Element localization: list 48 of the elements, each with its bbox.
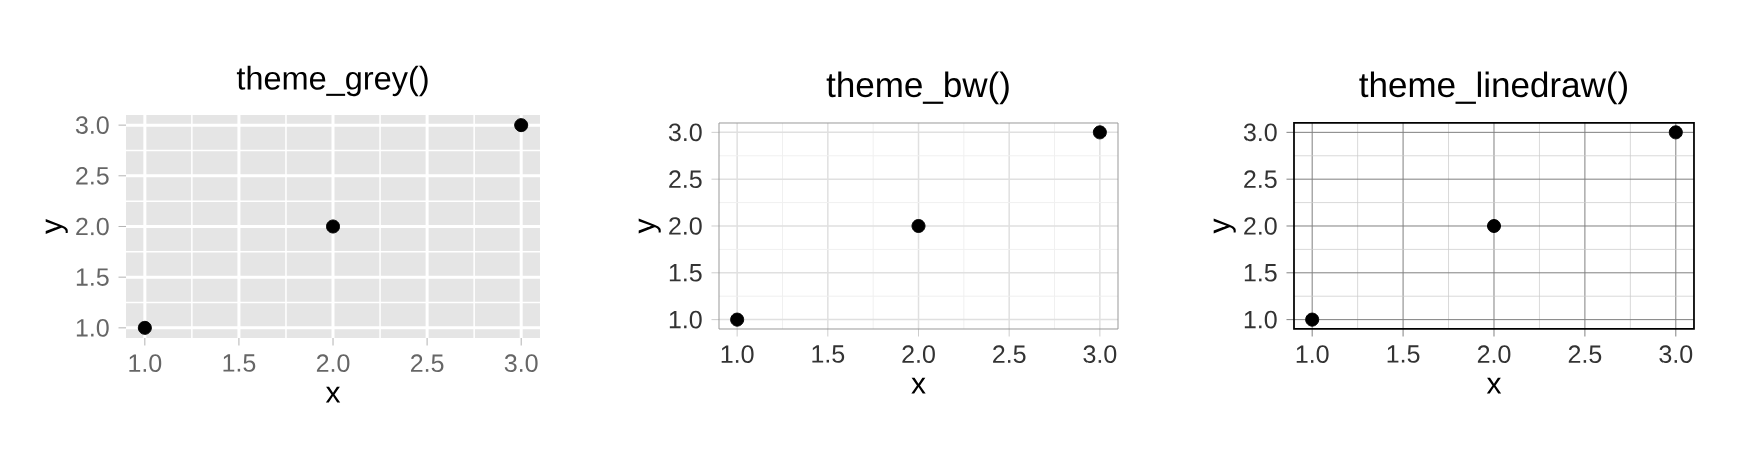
x-tick-label: 3.0 [1083, 345, 1117, 364]
x-tick-label: 1.0 [129, 354, 162, 373]
point [514, 118, 529, 133]
x-tick-label: 2.0 [902, 345, 935, 364]
point [730, 312, 745, 327]
y-tick-label: 3.0 [1243, 123, 1277, 142]
point [137, 320, 152, 335]
x-axis-title: x [1486, 377, 1502, 394]
x-tick-label: 1.5 [1387, 345, 1420, 363]
point [1668, 125, 1683, 140]
y-tick-label: 2.5 [669, 170, 702, 189]
y-tick-label: 1.0 [1244, 310, 1277, 329]
x-tick-label: 2.5 [993, 345, 1026, 364]
y-tick-label: 1.0 [76, 319, 109, 337]
y-tick-label: 1.5 [76, 268, 109, 286]
point [1487, 218, 1501, 233]
chart-title: theme_bw() [826, 71, 1009, 105]
chart-title: theme_linedraw() [1359, 71, 1627, 105]
x-tick-label: 1.0 [721, 345, 754, 364]
point [911, 218, 926, 233]
y-tick-label: 2.5 [1244, 170, 1277, 189]
y-axis-title: y [638, 218, 661, 234]
x-tick-label: 2.5 [1568, 345, 1602, 364]
y-tick-label: 3.0 [668, 123, 702, 142]
x-tick-label: 2.0 [316, 354, 350, 373]
x-tick-label: 1.5 [223, 354, 256, 372]
point [1305, 312, 1320, 327]
x-tick-label: 3.0 [504, 354, 538, 373]
y-tick-label: 1.0 [669, 310, 702, 329]
x-axis-title: x [911, 377, 926, 394]
y-axis-title: y [45, 219, 68, 234]
x-tick-label: 1.0 [1296, 345, 1329, 364]
y-tick-label: 2.0 [1244, 217, 1277, 235]
y-axis-title: y [1213, 218, 1236, 234]
x-axis-title: x [325, 386, 341, 403]
point [1092, 125, 1107, 140]
y-tick-label: 2.0 [76, 217, 109, 236]
point [326, 219, 341, 234]
y-tick-label: 3.0 [75, 116, 109, 134]
chart-title: theme_grey() [236, 65, 428, 97]
x-tick-label: 1.5 [812, 345, 845, 363]
y-tick-label: 2.5 [76, 166, 109, 185]
x-tick-label: 2.0 [1477, 345, 1511, 364]
x-tick-label: 2.5 [410, 354, 444, 373]
y-tick-label: 1.5 [669, 264, 702, 282]
y-tick-label: 2.0 [669, 217, 702, 235]
x-tick-label: 3.0 [1659, 345, 1693, 364]
y-tick-label: 1.5 [1244, 264, 1277, 282]
